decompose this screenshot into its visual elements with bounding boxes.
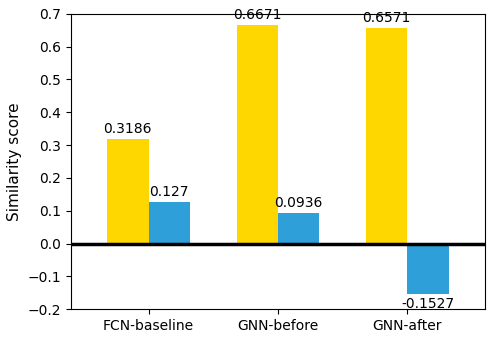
Text: 0.6571: 0.6571: [363, 11, 411, 25]
Bar: [107, 139, 149, 244]
Bar: [366, 28, 407, 244]
Text: 0.0936: 0.0936: [275, 196, 323, 210]
Bar: [407, 244, 449, 294]
Bar: [149, 202, 190, 244]
Y-axis label: Similarity score: Similarity score: [7, 102, 22, 221]
Text: 0.127: 0.127: [150, 185, 189, 199]
Text: -0.1527: -0.1527: [401, 297, 455, 311]
Bar: [278, 213, 319, 244]
Bar: [237, 24, 278, 244]
Text: 0.3186: 0.3186: [103, 122, 152, 136]
Text: 0.6671: 0.6671: [233, 8, 281, 22]
